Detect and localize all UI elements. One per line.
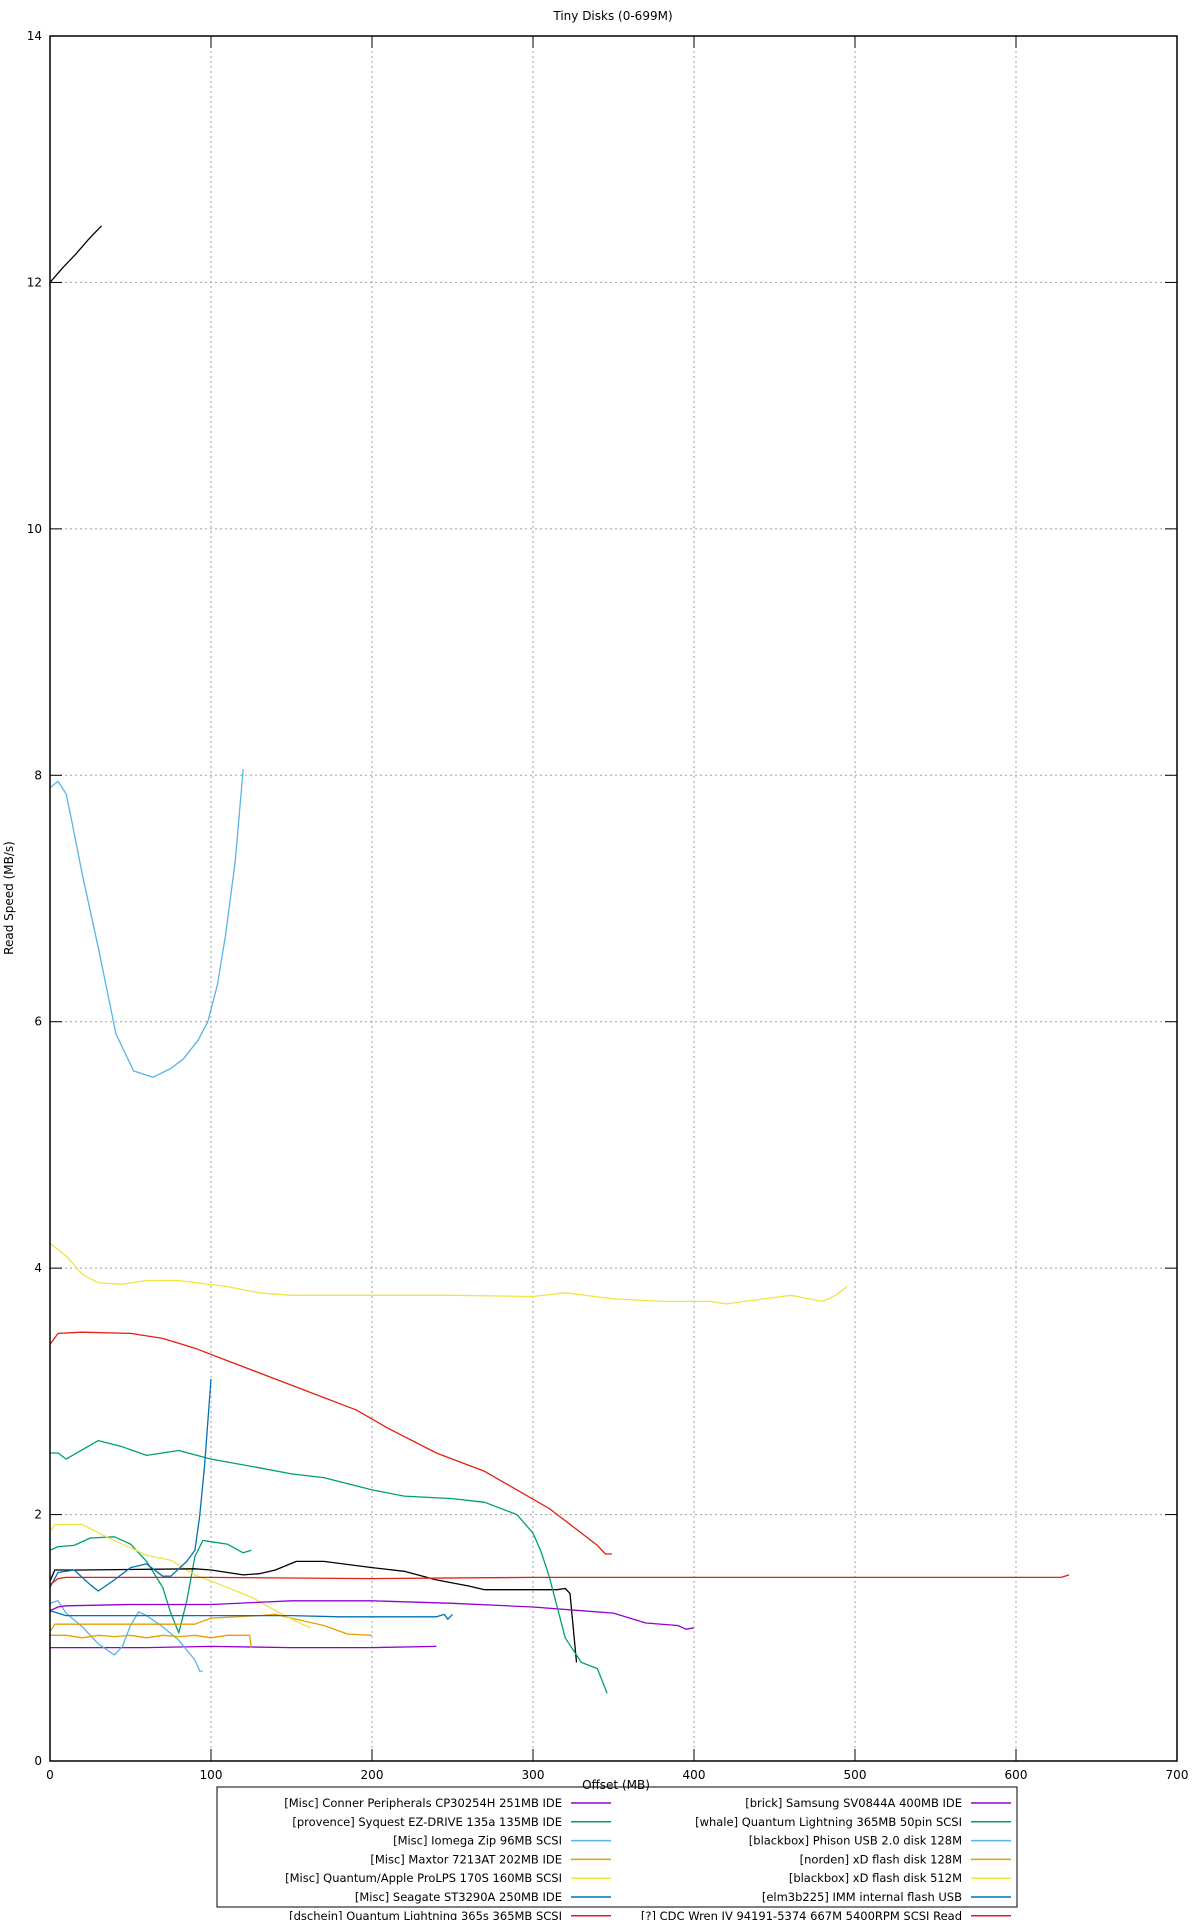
series-line-15 xyxy=(49,1574,1070,1586)
legend-label: [Misc] Iomega Zip 96MB SCSI xyxy=(393,1834,562,1848)
series-line-7 xyxy=(49,1331,612,1555)
x-tick-label: 600 xyxy=(1005,1768,1028,1782)
legend-label: [provence] Syquest EZ-DRIVE 135a 135MB I… xyxy=(292,1815,562,1829)
series-line-9 xyxy=(49,1600,695,1630)
series-line-1 xyxy=(50,1645,437,1649)
legend-label: [blackbox] Phison USB 2.0 disk 128M xyxy=(749,1834,962,1848)
legend-label: [?] CDC Wren IV 94191-5374 667M 5400RPM … xyxy=(641,1909,962,1920)
series-line-11 xyxy=(49,769,244,1078)
legend-label: [Misc] Maxtor 7213AT 202MB IDE xyxy=(370,1852,562,1866)
y-tick-label: 8 xyxy=(34,768,42,782)
series-line-13 xyxy=(49,1242,848,1305)
series-line-8 xyxy=(49,1560,578,1663)
legend-label: [blackbox] xD flash disk 512M xyxy=(789,1871,962,1885)
legend-label: [whale] Quantum Lightning 365MB 50pin SC… xyxy=(695,1815,962,1829)
chart-title: Tiny Disks (0-699M) xyxy=(552,9,672,23)
x-tick-label: 100 xyxy=(200,1768,223,1782)
grid xyxy=(50,36,1177,1761)
x-tick-label: 400 xyxy=(683,1768,706,1782)
legend-label: [elm3b225] IMM internal flash USB xyxy=(762,1890,962,1904)
series-line-5 xyxy=(49,1523,312,1629)
y-tick-label: 0 xyxy=(34,1754,42,1768)
legend-label: [Misc] Seagate ST3290A 250MB IDE xyxy=(355,1890,562,1904)
series-line-16 xyxy=(49,225,102,283)
axis-ticks: 0 100 200 300 400 500 600 700 0 2 4 6 8 10 12 14 xyxy=(27,29,1189,1782)
x-tick-label: 300 xyxy=(522,1768,545,1782)
y-tick-label: 10 xyxy=(27,522,42,536)
series-line-2 xyxy=(49,1536,252,1634)
series-line-14 xyxy=(49,1378,212,1592)
series-lines xyxy=(49,225,1070,1694)
y-tick-label: 4 xyxy=(34,1261,42,1275)
y-tick-label: 14 xyxy=(27,29,42,43)
series-line-10 xyxy=(50,1439,608,1694)
legend-label: [norden] xD flash disk 128M xyxy=(800,1852,962,1866)
y-tick-label: 12 xyxy=(27,275,42,289)
y-axis-label: Read Speed (MB/s) xyxy=(2,841,16,955)
y-tick-label: 6 xyxy=(34,1015,42,1029)
legend-label: [brick] Samsung SV0844A 400MB IDE xyxy=(745,1796,962,1810)
x-axis-label: Offset (MB) xyxy=(582,1778,650,1792)
x-tick-label: 0 xyxy=(46,1768,54,1782)
y-tick-label: 2 xyxy=(34,1508,42,1522)
legend-box xyxy=(216,1786,1018,1908)
x-tick-label: 200 xyxy=(361,1768,384,1782)
legend-label: [dschein] Quantum Lightning 365s 365MB S… xyxy=(289,1909,562,1920)
x-tick-label: 700 xyxy=(1166,1768,1189,1782)
legend-label: [Misc] Conner Peripherals CP30254H 251MB… xyxy=(284,1796,562,1810)
series-line-4 xyxy=(49,1613,373,1636)
legend-label: [Misc] Quantum/Apple ProLPS 170S 160MB S… xyxy=(285,1871,562,1885)
plot-frame xyxy=(49,35,1178,1762)
x-tick-label: 500 xyxy=(844,1768,867,1782)
series-line-12 xyxy=(50,1634,252,1648)
legend: [Misc] Conner Peripherals CP30254H 251MB… xyxy=(216,1786,1018,1923)
series-line-3 xyxy=(49,1600,203,1672)
series-line-6 xyxy=(49,1610,453,1620)
